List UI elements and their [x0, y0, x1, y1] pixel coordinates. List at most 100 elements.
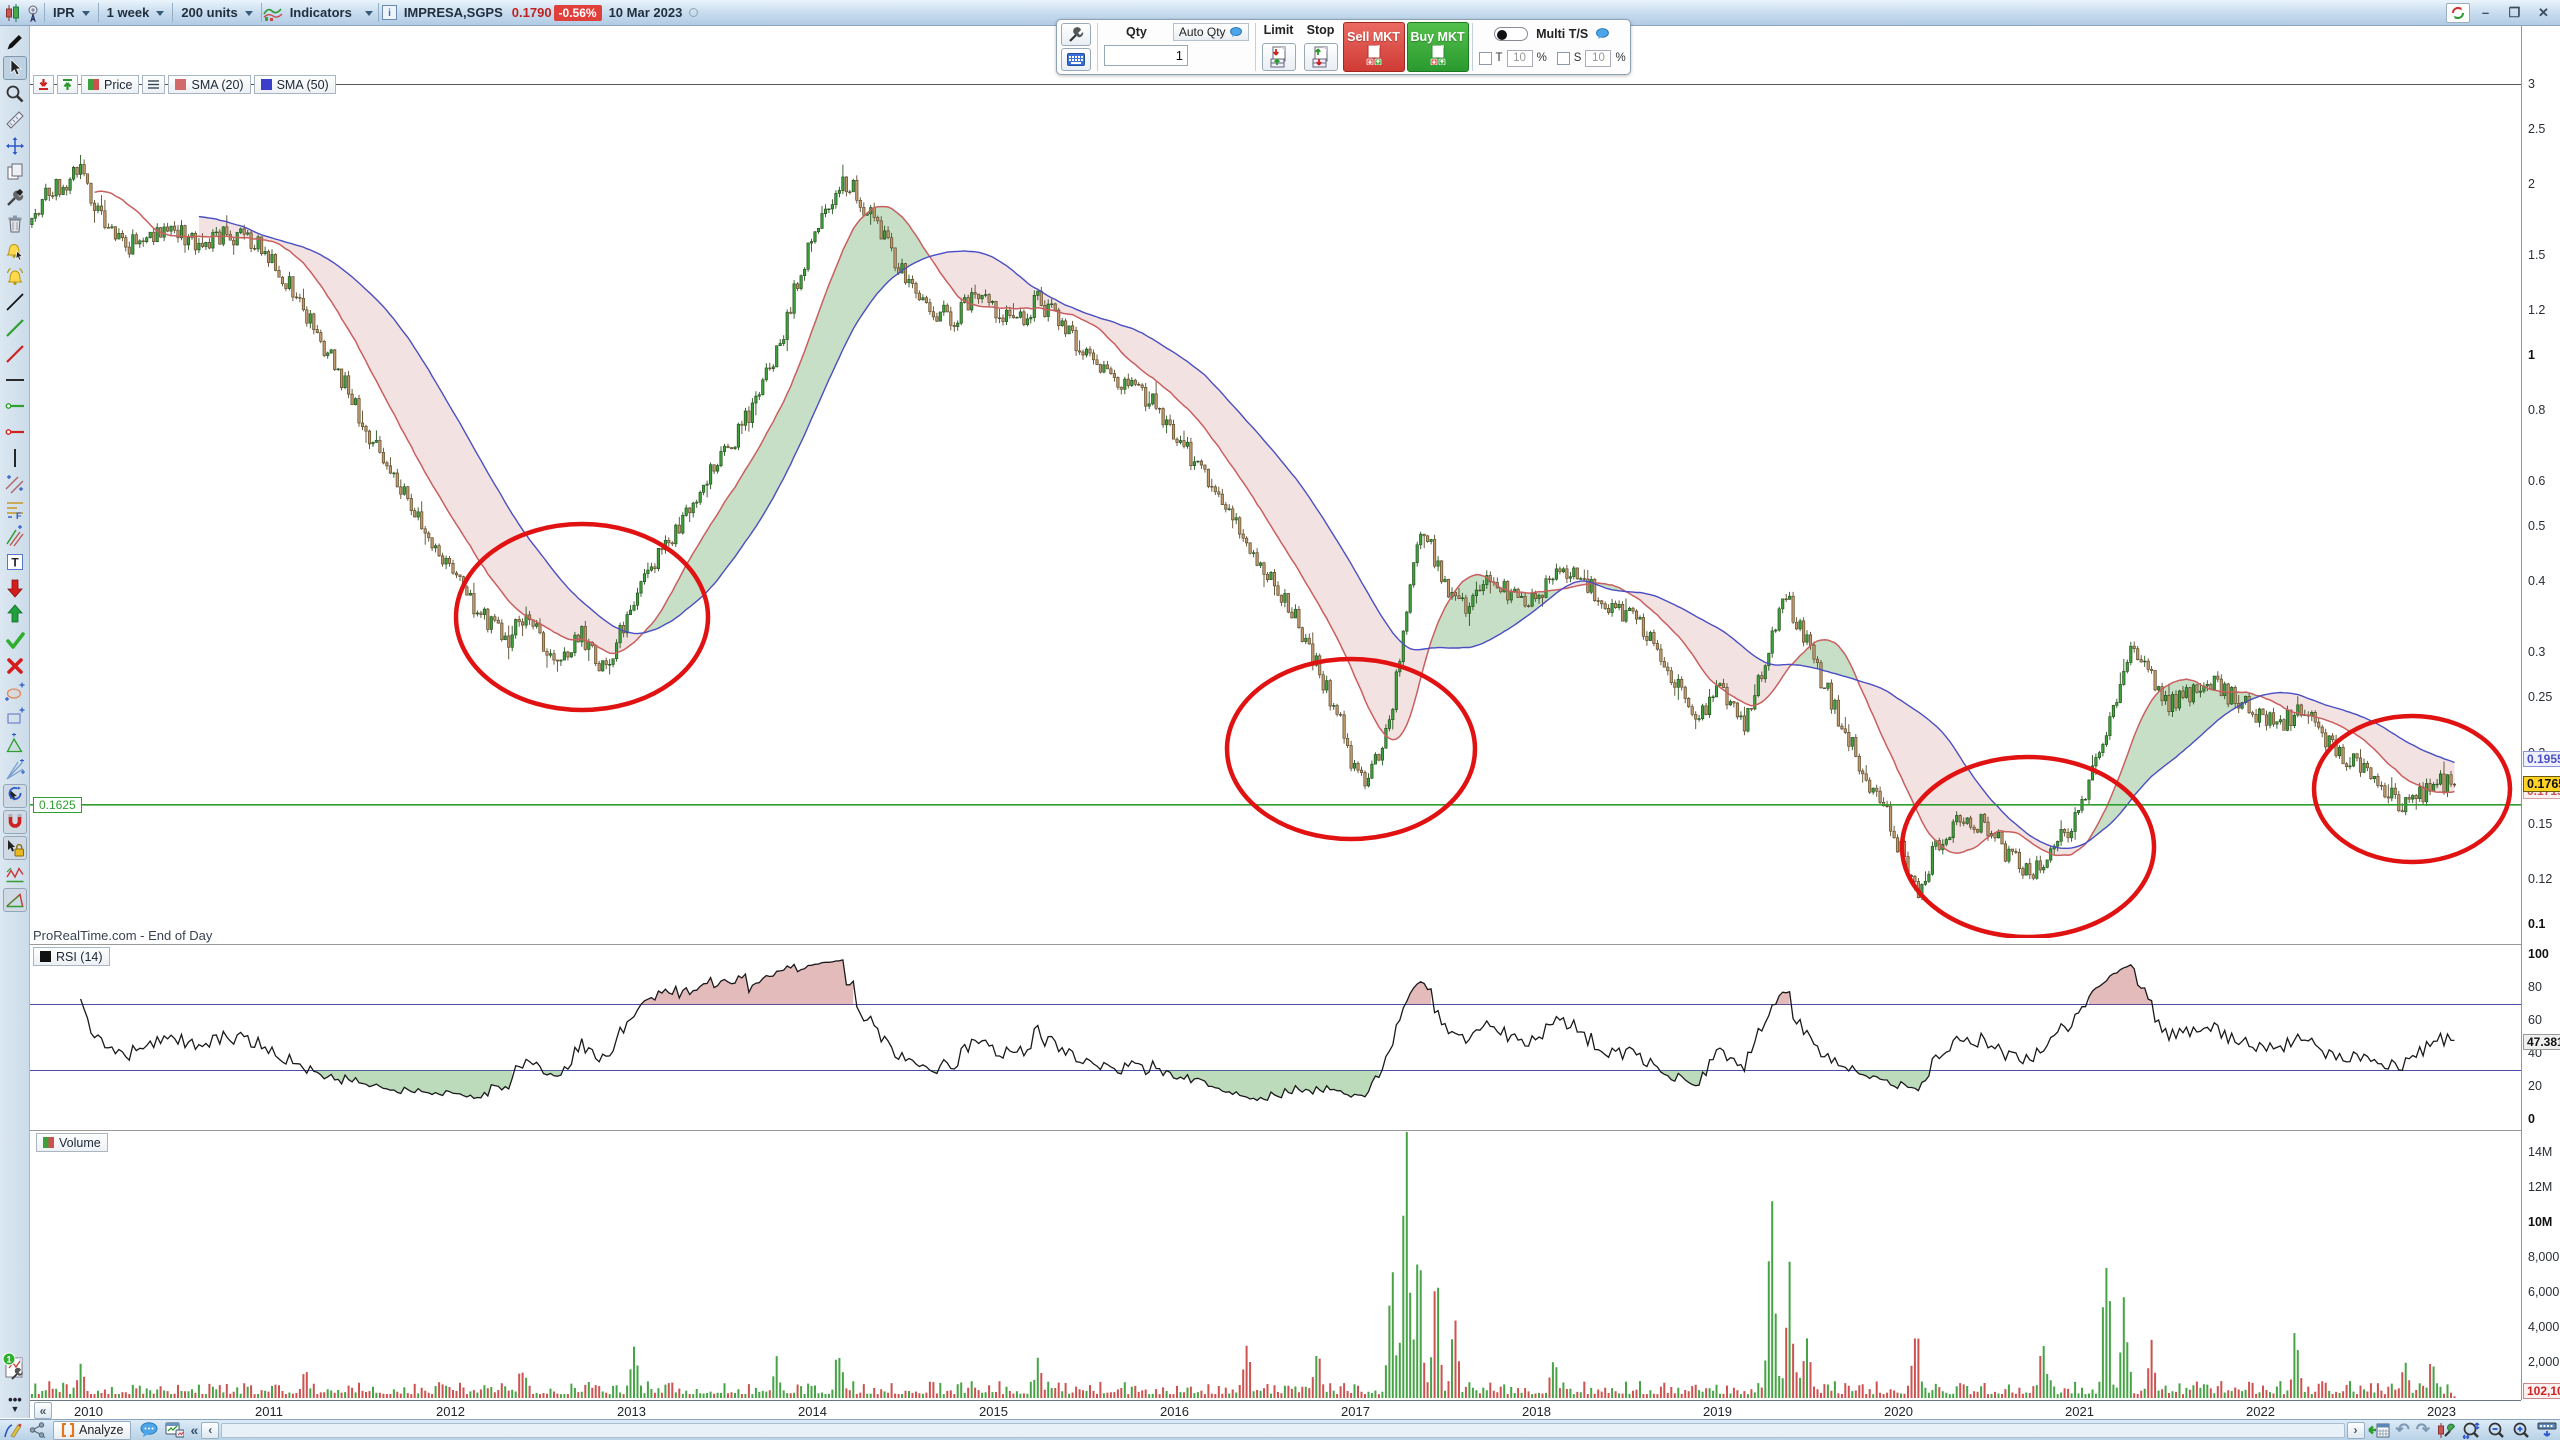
horizontal-scrollbar[interactable]	[221, 1422, 2345, 1438]
cursor-rotate-tool[interactable]	[3, 784, 27, 808]
symbol-select[interactable]: IPR	[46, 2, 97, 24]
line-green-tool[interactable]	[3, 316, 27, 340]
stoploss-percent-input[interactable]	[1585, 49, 1612, 67]
line-red-tool[interactable]	[3, 342, 27, 366]
info-icon[interactable]: i	[380, 4, 400, 22]
refresh-icon[interactable]	[2446, 2, 2470, 23]
minimize-button[interactable]: –	[2481, 5, 2490, 20]
fan-tool[interactable]	[3, 758, 27, 782]
price-axis[interactable]: 32.521.51.210.80.60.50.40.30.250.20.150.…	[2521, 26, 2560, 1400]
legend-rsi[interactable]: RSI (14)	[33, 947, 110, 966]
target-percent-input[interactable]	[1506, 49, 1533, 67]
hline-tool[interactable]	[3, 368, 27, 392]
move-tool[interactable]	[3, 134, 27, 158]
sell-mkt-button[interactable]: Sell MKT	[1342, 22, 1405, 72]
arrow-up-tool[interactable]	[3, 602, 27, 626]
vline-tool[interactable]	[3, 446, 27, 470]
chart-settings-icon[interactable]	[2433, 1421, 2458, 1440]
scrollbar-left-button[interactable]: ‹	[201, 1421, 220, 1439]
scrollbar-right-button[interactable]: ›	[2346, 1421, 2365, 1439]
qty-input[interactable]	[1104, 45, 1188, 66]
ellipse-tool[interactable]	[3, 680, 27, 704]
undo-icon[interactable]: ↶	[2395, 1420, 2410, 1439]
pattern-zigzag-icon	[6, 867, 24, 883]
more-tools-button[interactable]: ••• ▼	[8, 1392, 22, 1414]
stop-order-button[interactable]	[1303, 43, 1338, 71]
zoom-in-icon[interactable]	[2509, 1421, 2534, 1440]
channel-icon	[5, 475, 24, 494]
line-black-tool[interactable]	[3, 290, 27, 314]
redo-icon[interactable]: ↷	[2415, 1420, 2430, 1439]
zoom-out-icon[interactable]	[2484, 1421, 2509, 1440]
stop-label[interactable]: Stop	[1306, 23, 1335, 37]
restore-button[interactable]: ❐	[2508, 4, 2521, 20]
price-options-button[interactable]	[142, 75, 166, 94]
collapse-left-icon[interactable]: «	[190, 1422, 199, 1438]
hseg-red-tool[interactable]	[3, 420, 27, 444]
legend-volume[interactable]: Volume	[36, 1133, 108, 1152]
legend-price[interactable]: Price	[81, 75, 140, 94]
share-icon[interactable]	[26, 1421, 49, 1440]
indicators-chevron[interactable]	[359, 2, 377, 24]
multi-ts-toggle[interactable]	[1494, 27, 1529, 42]
chart-window-icon[interactable]	[162, 1421, 187, 1440]
order-settings-button[interactable]	[1061, 23, 1091, 46]
magnifier-tool[interactable]	[3, 82, 27, 106]
cursor-lock-tool[interactable]	[3, 836, 27, 860]
pattern-zigzag-tool[interactable]	[3, 862, 27, 886]
limit-label[interactable]: Limit	[1263, 23, 1294, 37]
draw-notes-icon[interactable]	[0, 1421, 26, 1440]
indicators-menu[interactable]: Indicators	[289, 5, 352, 20]
pin-icon[interactable]	[23, 4, 43, 22]
close-button[interactable]: ✕	[2538, 4, 2549, 20]
hline-price-label[interactable]: 0.1625	[33, 797, 82, 813]
triangle-tool[interactable]	[3, 732, 27, 756]
quick-buy-button[interactable]	[57, 75, 78, 94]
text-tool[interactable]: T	[3, 550, 27, 574]
cross-tool[interactable]	[3, 654, 27, 678]
rectangle-tool[interactable]	[3, 706, 27, 730]
analyze-button[interactable]: Analyze	[53, 1420, 132, 1440]
bell-cursor-tool[interactable]	[3, 238, 27, 262]
keyboard-icon[interactable]	[1061, 48, 1091, 71]
display-settings-icon[interactable]	[2534, 1421, 2560, 1440]
chat-bubble-icon[interactable]	[137, 1421, 162, 1440]
copy-tool[interactable]	[3, 160, 27, 184]
pitchfork-tool[interactable]	[3, 524, 27, 548]
help-bubble-icon[interactable]	[1229, 26, 1243, 38]
cursor-tool[interactable]	[3, 56, 27, 80]
goto-date-icon[interactable]	[2365, 1421, 2393, 1440]
quick-sell-button[interactable]	[33, 75, 54, 94]
check-tool[interactable]	[3, 628, 27, 652]
copy-icon	[7, 163, 23, 180]
target-checkbox[interactable]	[1478, 51, 1492, 65]
help-bubble-icon[interactable]	[1596, 28, 1610, 40]
units-select[interactable]: 200 units	[174, 2, 259, 24]
pencil-tool[interactable]	[3, 30, 27, 54]
zoom-select-icon[interactable]	[2458, 1421, 2484, 1440]
magnet-tool[interactable]	[3, 810, 27, 834]
bell-tool[interactable]	[3, 264, 27, 288]
price-tick-label: 1	[2528, 348, 2535, 362]
stoploss-checkbox[interactable]	[1556, 51, 1570, 65]
ruler-tool[interactable]	[3, 108, 27, 132]
limit-order-button[interactable]	[1261, 43, 1296, 71]
chart-type-icon[interactable]	[3, 3, 23, 22]
tools-tool[interactable]	[3, 186, 27, 210]
legend-sma20[interactable]: SMA (20)	[168, 75, 251, 94]
fibonacci-tool[interactable]: F	[3, 498, 27, 522]
arrow-down-tool[interactable]	[3, 576, 27, 600]
rsi-legend: RSI (14)	[33, 947, 110, 966]
time-axis[interactable]: « 2010 2011 2012 2013 2014 2015 2016 2017 2018 20…	[30, 1400, 2521, 1419]
trash-tool[interactable]	[3, 212, 27, 236]
timeframe-select[interactable]: 1 week	[100, 2, 172, 24]
buy-mkt-button[interactable]: Buy MKT	[1406, 22, 1469, 72]
auto-qty-label[interactable]: Auto Qty	[1178, 25, 1226, 39]
hseg-green-tool[interactable]	[3, 394, 27, 418]
pattern-triangle-tool[interactable]	[3, 888, 27, 912]
channel-tool[interactable]	[3, 472, 27, 496]
legend-sma50[interactable]: SMA (50)	[253, 75, 336, 94]
personal-indicator-button[interactable]: 1	[2, 1352, 28, 1392]
scroll-left-fast-button[interactable]: «	[34, 1402, 52, 1419]
